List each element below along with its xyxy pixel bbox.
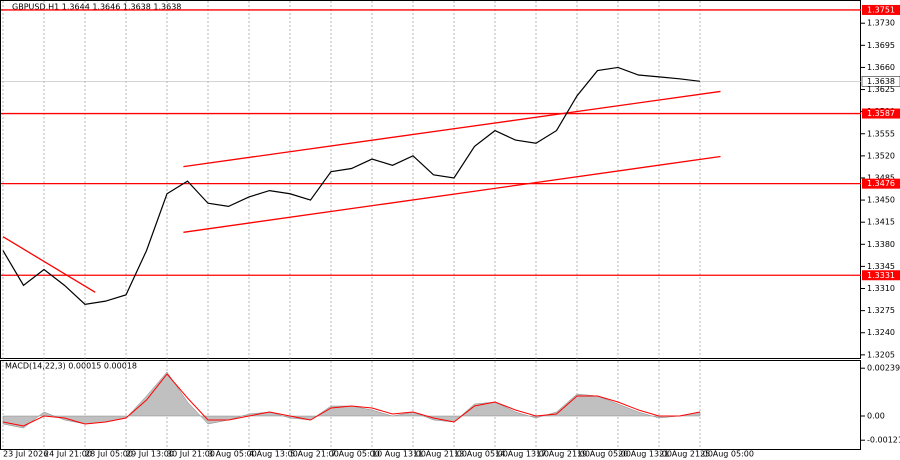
x-tick-label: 13 Aug 05:00 [454,450,508,459]
x-tick-label: 24 Jul 21:00 [44,450,92,459]
level-label: 1.3476 [867,179,895,188]
x-tick-label: 20 Aug 13:00 [618,450,672,459]
y-tick-label: 1.3695 [867,41,895,50]
x-tick-label: 17 Aug 21:00 [536,450,590,459]
trend-line [183,155,721,233]
level-label: 1.3331 [867,271,895,280]
x-tick-label: 14 Aug 13:00 [495,450,549,459]
macd-title: MACD(14,22,3) 0.00015 0.00018 [5,362,137,371]
trend-line [183,90,721,168]
level-label-box [862,108,900,119]
level-label: 1.3751 [867,5,895,14]
x-tick-label: 11 Aug 21:00 [413,450,467,459]
y-tick-label: 1.3205 [867,350,895,359]
x-tick-label: 23 Jul 2026 [3,450,48,459]
y-tick-label: 1.3380 [867,240,895,249]
x-tick-label: 5 Aug 21:00 [290,450,339,459]
x-tick-label: 19 Aug 05:00 [577,450,631,459]
y-tick-label: 1.3275 [867,306,895,315]
y-tick-label: 1.3240 [867,328,895,337]
price-line [2,66,701,305]
x-tick-label: 10 Aug 13:00 [372,450,426,459]
y-tick-label: 1.3520 [867,151,895,160]
y-tick-label: 0.00239 [867,364,900,373]
macd-frame [0,360,861,450]
y-tick-label: 1.3730 [867,19,895,28]
x-tick-label: 3 Aug 05:00 [208,450,257,459]
macd-signal [2,373,701,427]
x-tick-label: 25 Aug 05:00 [700,450,754,459]
x-tick-label: 29 Jul 13:00 [126,450,174,459]
y-tick-label: 0.00 [867,412,885,421]
x-tick-label: 30 Jul 21:00 [167,450,215,459]
y-tick-label: 1.3555 [867,129,895,138]
trend-line [2,236,96,293]
y-tick-label: 1.3450 [867,196,895,205]
current-price-label: 1.3638 [867,77,895,86]
price-frame [0,0,861,359]
y-tick-label: 1.3660 [867,63,895,72]
level-label: 1.3587 [867,109,895,118]
level-label-box [862,4,900,15]
x-tick-label: 21 Aug 21:00 [659,450,713,459]
y-tick-label: 1.3310 [867,284,895,293]
y-tick-label: 1.3625 [867,85,895,94]
chart-title: GBPUSD,H1 1.3644 1.3646 1.3638 1.3638 [12,3,181,12]
x-tick-label: 4 Aug 13:00 [249,450,298,459]
current-price-box [861,76,900,87]
x-tick-label: 28 Jul 05:00 [85,450,133,459]
level-label-box [862,270,900,281]
x-tick-label: 7 Aug 05:00 [331,450,380,459]
y-tick-label: -0.00121 [867,436,900,445]
level-label-box [862,178,900,189]
y-tick-label: 1.3415 [867,218,895,227]
y-tick-label: 1.3485 [867,173,895,182]
y-tick-label: 1.3345 [867,262,895,271]
